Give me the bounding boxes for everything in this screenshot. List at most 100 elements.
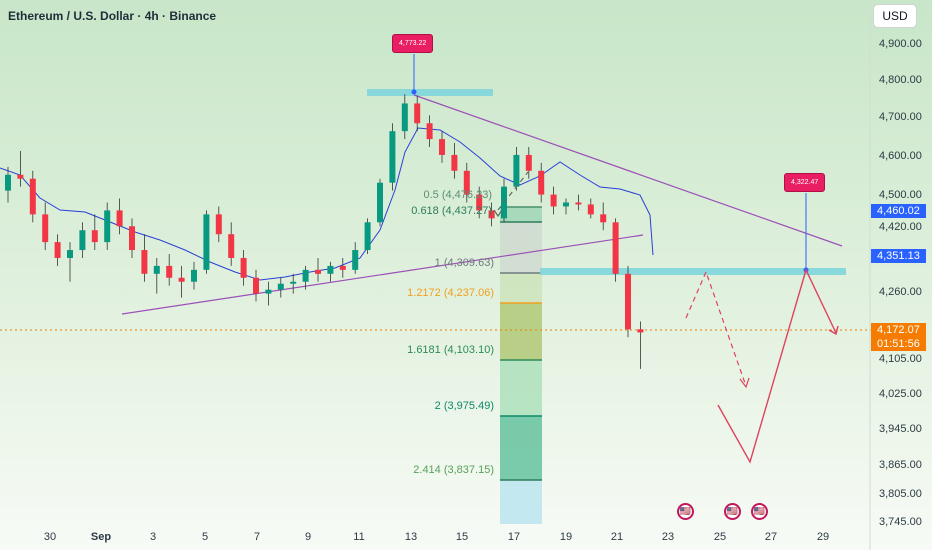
high-zone[interactable] — [367, 89, 493, 96]
fib-label-1.6181: 1.6181 (4,103.10) — [407, 344, 494, 356]
y-tick: 4,900.00 — [879, 38, 922, 50]
y-tick: 3,805.00 — [879, 488, 922, 500]
x-tick: 30 — [43, 531, 57, 543]
x-tick: 29 — [816, 531, 830, 543]
us-flag-icon[interactable]: 🇺🇸 — [724, 503, 741, 520]
fib-band-2.414 — [500, 480, 542, 524]
x-tick: Sep — [90, 531, 112, 543]
candle-body — [116, 210, 123, 227]
candle-body — [563, 202, 569, 207]
x-tick: 19 — [559, 531, 573, 543]
zone-price-tag: 4,351.13 — [871, 249, 926, 263]
candle-body — [91, 230, 98, 243]
candle-body — [54, 242, 61, 258]
y-tick: 3,745.00 — [879, 516, 922, 528]
candle-body — [67, 250, 73, 258]
candle-body — [525, 154, 532, 171]
candle-body — [104, 210, 111, 243]
high-price-callout[interactable]: 4,773.22 — [392, 34, 434, 53]
candle-body — [178, 277, 185, 282]
candle-body — [451, 154, 458, 171]
candle-body — [277, 283, 284, 290]
ma-price-tag: 4,460.02 — [871, 204, 926, 218]
candle-body — [315, 269, 321, 274]
candle-body — [426, 123, 433, 140]
x-tick: 5 — [201, 531, 209, 543]
fib-label-1.2172: 1.2172 (4,237.06) — [407, 287, 494, 299]
candle-body — [228, 234, 235, 258]
candle-body — [79, 230, 86, 251]
forecast-main-path — [717, 268, 837, 464]
x-tick: 27 — [764, 531, 778, 543]
x-tick: 9 — [304, 531, 312, 543]
x-tick: 15 — [455, 531, 469, 543]
candle-body — [166, 265, 173, 278]
candle-body — [538, 170, 545, 195]
x-tick: 11 — [353, 531, 365, 543]
candle-body — [463, 170, 470, 195]
y-tick: 4,105.00 — [879, 353, 922, 365]
x-tick: 25 — [713, 531, 727, 543]
y-tick: 4,025.00 — [879, 388, 922, 400]
candle-body — [17, 174, 24, 179]
fib-band-1 — [500, 273, 542, 303]
candle-body — [550, 194, 557, 207]
candle-body — [575, 202, 582, 205]
fib-label-2.414: 2.414 (3,837.15) — [413, 464, 494, 476]
candle-body — [339, 265, 346, 270]
candle-body — [352, 250, 359, 270]
forecast-main-arrowhead — [828, 325, 839, 336]
forecast-dashed-arrowhead — [739, 377, 750, 389]
y-tick: 4,500.00 — [879, 189, 922, 201]
fib-band-1.2172 — [500, 303, 542, 360]
projection-arrow-head — [493, 209, 503, 218]
candle-body — [29, 178, 36, 215]
candle-body — [513, 154, 520, 187]
target-price-callout[interactable]: 4,322.47 — [784, 173, 826, 192]
candle-body — [191, 269, 197, 282]
high-callout-dot — [411, 89, 417, 95]
candle-body — [290, 281, 297, 284]
candle-body — [587, 204, 594, 215]
fib-label-0.618: 0.618 (4,437.27) — [411, 205, 492, 217]
candle-body — [302, 269, 309, 282]
candle-body — [414, 103, 421, 124]
x-tick: 17 — [507, 531, 521, 543]
resistance-zone[interactable] — [540, 268, 846, 275]
x-tick: 13 — [404, 531, 418, 543]
candle-body — [42, 214, 49, 243]
fib-label-0.5: 0.5 (4,476.23) — [423, 189, 493, 201]
us-flag-icon[interactable]: 🇺🇸 — [751, 503, 768, 520]
y-tick: 4,260.00 — [879, 286, 922, 298]
candle-body — [240, 257, 247, 278]
us-flag-icon[interactable]: 🇺🇸 — [677, 503, 694, 520]
candle-body — [265, 289, 272, 294]
fib-band-1.6181 — [500, 360, 542, 416]
candle-body — [364, 222, 371, 251]
candle-body — [215, 214, 222, 235]
y-tick: 4,800.00 — [879, 74, 922, 86]
resistance-trendline[interactable] — [413, 94, 843, 247]
candle-body — [129, 226, 135, 251]
candle-body — [612, 222, 619, 274]
y-tick: 3,865.00 — [879, 459, 922, 471]
candle-body — [439, 139, 445, 155]
x-tick: 3 — [149, 531, 157, 543]
y-tick: 4,420.00 — [879, 221, 922, 233]
x-tick: 7 — [253, 531, 261, 543]
fib-label-2: 2 (3,975.49) — [434, 400, 494, 412]
candle-countdown: 01:51:56 — [871, 337, 926, 351]
candle-body — [5, 174, 11, 191]
y-tick: 3,945.00 — [879, 423, 922, 435]
chart-title: Ethereum / U.S. Dollar · 4h · Binance — [8, 9, 217, 23]
candle-body — [625, 273, 631, 330]
current-price-tag: 4,172.07 — [871, 323, 926, 337]
y-tick: 4,700.00 — [879, 111, 922, 123]
support-trendline[interactable] — [121, 234, 644, 315]
fib-band-0.618 — [500, 222, 542, 273]
currency-button[interactable]: USD — [873, 4, 917, 28]
candle-body — [327, 265, 334, 274]
y-tick: 4,600.00 — [879, 150, 922, 162]
